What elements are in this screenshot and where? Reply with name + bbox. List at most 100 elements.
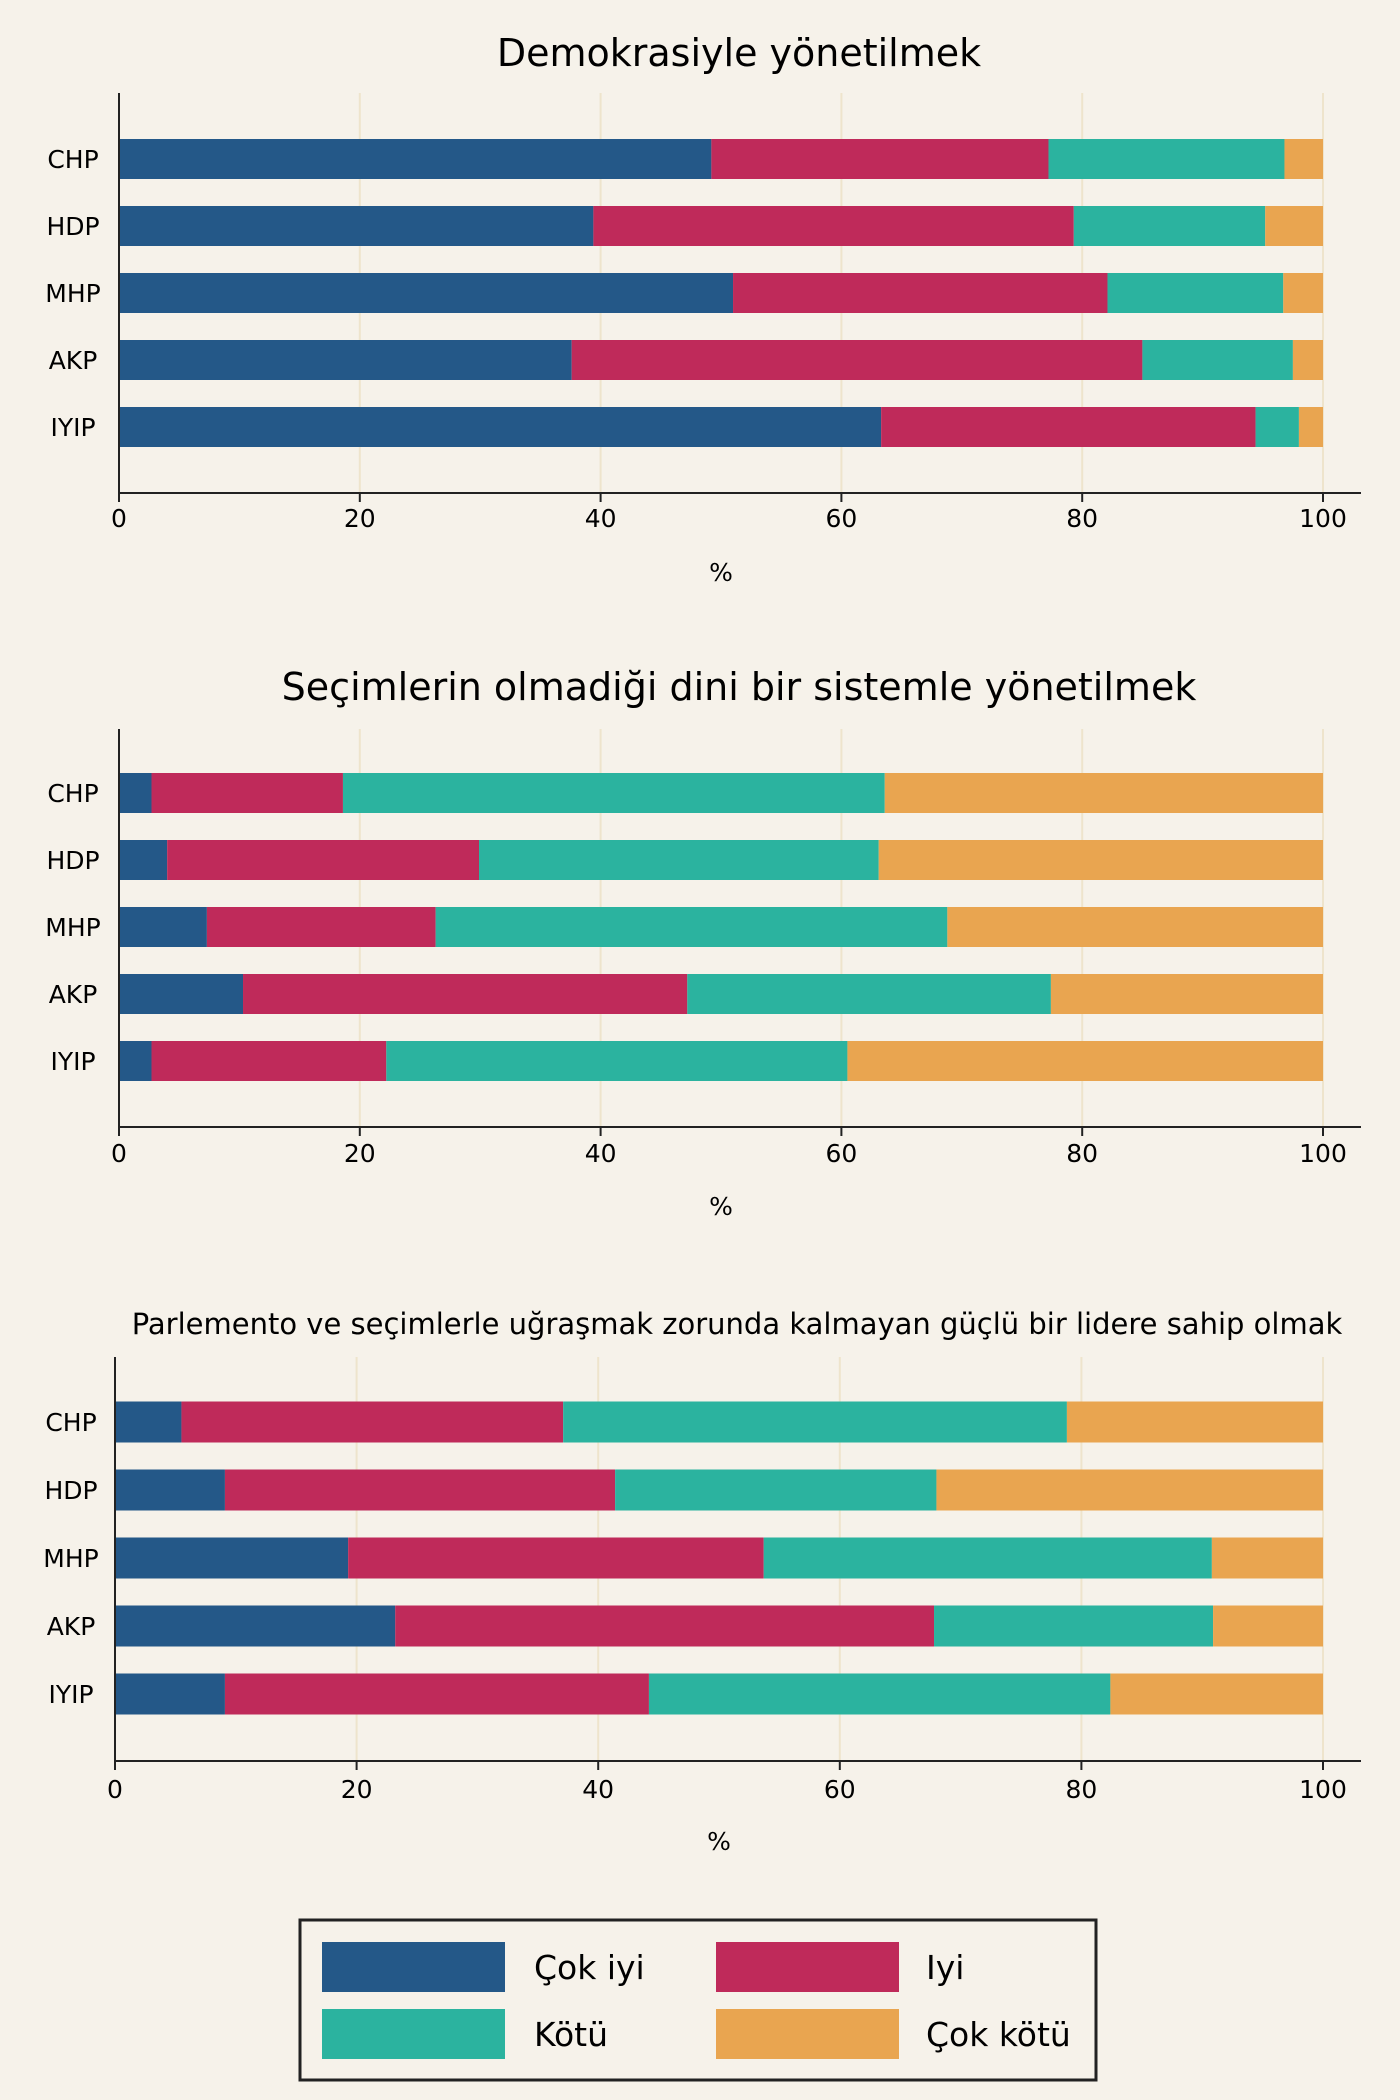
bar-hdp-series-2 [593,206,1074,246]
bar-chp-series-1 [119,139,712,179]
y-tick-label: CHP [45,1408,96,1437]
x-tick-label: 80 [1066,504,1098,533]
bar-hdp-series-4 [1265,206,1323,246]
bar-iyip-series-3 [648,1673,1111,1715]
chart-title: Parlemento ve seçimlerle uğraşmak zorund… [132,1307,1343,1341]
x-tick-label: 80 [1066,1139,1098,1168]
bar-chp-series-3 [1048,139,1285,179]
y-tick-label: CHP [47,779,98,808]
bar-iyip-series-3 [1255,407,1299,447]
x-tick-label: 100 [1299,1775,1347,1804]
x-tick-label: 40 [582,1775,614,1804]
legend-label-1: Çok iyi [534,1948,645,1987]
x-tick-label: 60 [824,1775,856,1804]
y-tick-label: MHP [43,1544,98,1573]
legend-swatch-1 [322,1942,505,1992]
legend-swatch-4 [716,2009,899,2059]
x-tick-label: 0 [111,504,127,533]
bar-akp-series-3 [934,1605,1214,1647]
bar-mhp-series-1 [119,907,207,947]
bar-mhp-series-1 [119,273,734,313]
x-tick-label: 20 [344,1139,376,1168]
legend-swatch-2 [716,1942,899,1992]
y-tick-label: MHP [45,279,100,308]
bar-hdp-series-3 [478,840,879,880]
bar-mhp-series-2 [733,273,1108,313]
y-tick-label: AKP [49,346,98,375]
x-tick-label: 20 [341,1775,373,1804]
x-axis-label: % [707,1827,731,1856]
chart-panel-1: Demokrasiyle yönetilmek CHP HDP MHP AKP IYIP 0… [45,31,1361,587]
y-tick-label: AKP [49,980,98,1009]
bar-iyip-series-2 [881,407,1256,447]
y-tick-label: HDP [46,846,99,875]
y-tick-label: IYIP [50,413,95,442]
bar-akp-series-1 [119,974,244,1014]
bar-iyip-series-1 [119,407,882,447]
legend-swatch-3 [322,2009,505,2059]
x-tick-label: 40 [585,504,617,533]
bar-chp-series-1 [115,1401,182,1443]
bar-mhp-series-1 [115,1537,349,1579]
bar-iyip-series-4 [847,1041,1323,1081]
bar-iyip-series-4 [1110,1673,1323,1715]
chart-title: Demokrasiyle yönetilmek [497,31,981,75]
bar-chp-series-4 [1284,139,1323,179]
bar-akp-series-2 [571,340,1143,380]
bar-mhp-series-4 [1211,1537,1323,1579]
bar-hdp-series-1 [115,1469,225,1511]
bar-chp-series-3 [563,1401,1067,1443]
bar-hdp-series-1 [119,206,594,246]
bar-iyip-series-1 [115,1673,225,1715]
x-tick-label: 20 [344,504,376,533]
x-tick-label: 100 [1299,504,1347,533]
legend-label-4: Çok kötü [926,2015,1071,2054]
x-axis-label: % [709,558,733,587]
bar-iyip-series-2 [151,1041,387,1081]
bar-hdp-series-4 [936,1469,1323,1511]
bar-chp-series-3 [342,773,885,813]
legend: Çok iyi Iyi Kötü Çok kötü [298,1918,1098,2082]
x-tick-label: 40 [585,1139,617,1168]
bar-hdp-series-3 [1073,206,1266,246]
y-tick-label: AKP [47,1612,96,1641]
bar-chp-series-1 [119,773,152,813]
x-tick-label: 60 [825,504,857,533]
chart-panel-2: Seçimlerin olmadiği dini bir sistemle yö… [45,665,1361,1221]
y-tick-label: CHP [47,145,98,174]
bar-hdp-series-4 [878,840,1323,880]
x-tick-label: 100 [1299,1139,1347,1168]
bar-iyip-series-1 [119,1041,152,1081]
bar-akp-series-2 [395,1605,935,1647]
bar-mhp-series-3 [763,1537,1212,1579]
bar-akp-series-1 [119,340,572,380]
bar-hdp-series-2 [224,1469,616,1511]
x-tick-label: 0 [107,1775,123,1804]
bar-chp-series-2 [151,773,343,813]
bar-chp-series-2 [181,1401,564,1443]
bar-mhp-series-4 [1283,273,1323,313]
bar-mhp-series-4 [947,907,1323,947]
x-tick-label: 60 [825,1139,857,1168]
y-tick-label: HDP [46,212,99,241]
bar-iyip-series-4 [1298,407,1323,447]
bar-hdp-series-2 [167,840,479,880]
bar-mhp-series-2 [348,1537,764,1579]
bar-chp-series-4 [1066,1401,1323,1443]
chart-panel-3: Parlemento ve seçimlerle uğraşmak zorund… [43,1307,1361,1856]
y-tick-label: IYIP [48,1680,93,1709]
x-tick-label: 80 [1065,1775,1097,1804]
x-tick-label: 0 [111,1139,127,1168]
y-tick-label: IYIP [50,1047,95,1076]
bar-akp-series-3 [687,974,1051,1014]
y-tick-label: HDP [44,1476,97,1505]
bar-chp-series-2 [711,139,1049,179]
bar-chp-series-4 [884,773,1323,813]
legend-label-2: Iyi [926,1948,964,1987]
bar-akp-series-4 [1292,340,1323,380]
bar-mhp-series-3 [435,907,948,947]
y-tick-label: MHP [45,913,100,942]
bar-mhp-series-3 [1107,273,1284,313]
bar-akp-series-3 [1142,340,1293,380]
